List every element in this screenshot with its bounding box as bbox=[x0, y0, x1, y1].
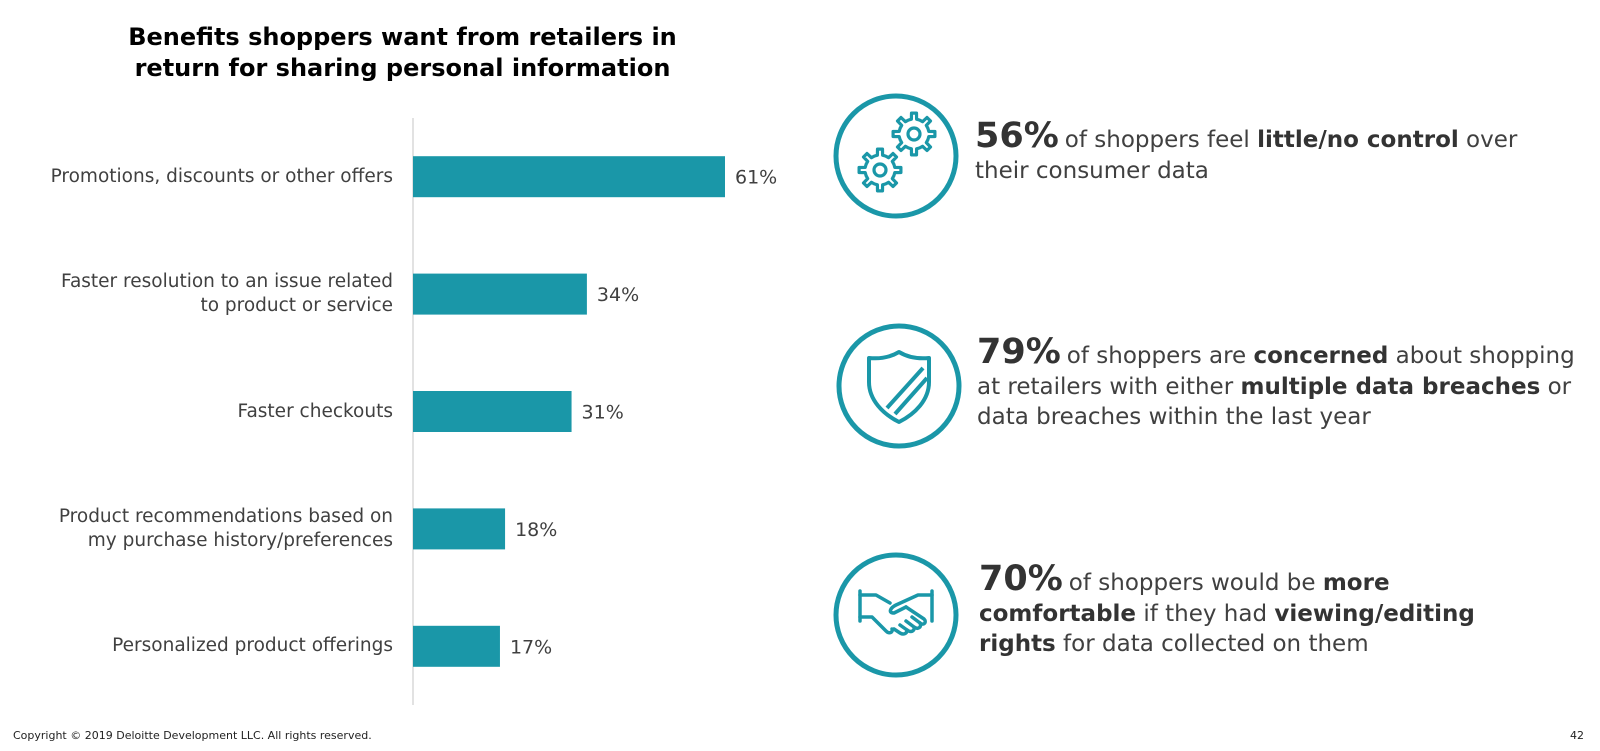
bar-0 bbox=[413, 156, 725, 198]
category-label-4: Personalized product offerings bbox=[112, 635, 393, 657]
stat-comfortable: 70% of shoppers would be more comfortable… bbox=[979, 559, 1475, 658]
shield-icon bbox=[836, 323, 962, 449]
category-label-2: Faster checkouts bbox=[237, 400, 393, 422]
data-label-3: 18% bbox=[515, 519, 557, 541]
handshake-icon bbox=[833, 552, 959, 678]
stat-percent: 56% bbox=[975, 116, 1059, 156]
data-label-1: 34% bbox=[597, 284, 639, 306]
bar-chart: 61% 34% 31% 18% 17% bbox=[412, 118, 777, 705]
chart-title-line-2: return for sharing personal information bbox=[134, 54, 671, 82]
chart-title: Benefits shoppers want from retailers in… bbox=[90, 22, 715, 84]
bar-4 bbox=[413, 625, 500, 667]
gears-icon bbox=[833, 93, 959, 219]
page-number: 42 bbox=[1570, 729, 1584, 742]
copyright-footer: Copyright © 2019 Deloitte Development LL… bbox=[13, 729, 372, 742]
chart-title-line-1: Benefits shoppers want from retailers in bbox=[128, 23, 677, 51]
category-label-3: Product recommendations based on my purch… bbox=[58, 505, 393, 551]
stat-control: 56% of shoppers feel little/no control ov… bbox=[975, 116, 1518, 184]
bar-3 bbox=[413, 508, 506, 550]
category-label-0: Promotions, discounts or other offers bbox=[50, 165, 393, 187]
stat-percent: 79% bbox=[977, 332, 1061, 372]
bar-2 bbox=[413, 391, 572, 432]
data-label-2: 31% bbox=[582, 402, 624, 424]
data-label-4: 17% bbox=[510, 636, 552, 658]
stat-percent: 70% bbox=[979, 559, 1063, 599]
category-label-1: Faster resolution to an issue related to … bbox=[61, 271, 393, 317]
data-label-0: 61% bbox=[735, 167, 777, 189]
stat-concerned: 79% of shoppers are concerned about shopp… bbox=[977, 332, 1575, 431]
bar-1 bbox=[413, 273, 587, 315]
